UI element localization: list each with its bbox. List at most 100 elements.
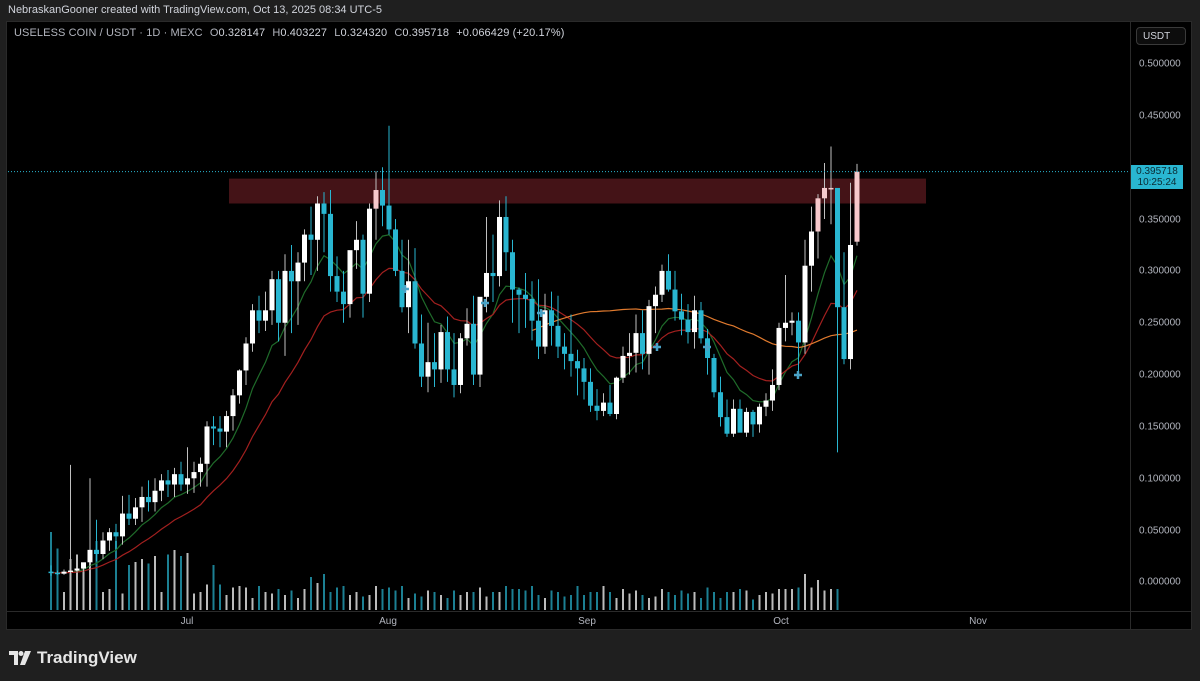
candle-body (302, 234, 307, 263)
candle-body (406, 281, 411, 308)
candle-body (484, 272, 489, 297)
candle-body (672, 289, 678, 312)
volume-bar (459, 595, 462, 610)
volume-bar (596, 592, 598, 610)
candle-body (250, 310, 255, 344)
candle-body (55, 572, 60, 575)
tradingview-logo[interactable]: TradingView (9, 648, 137, 668)
candle-body (230, 395, 236, 417)
symbol-title[interactable]: USELESS COIN / USDT · 1D · MEXC (14, 27, 203, 39)
resistance-zone (229, 178, 926, 204)
volume-bar (394, 590, 397, 610)
volume-bar (206, 584, 208, 610)
candle-body (718, 392, 723, 418)
time-tick: Oct (773, 616, 789, 627)
candle-body (334, 276, 340, 292)
candle-body (269, 279, 275, 311)
volume-bar (56, 548, 59, 610)
candle-body (731, 408, 736, 434)
volume-bar (615, 598, 618, 610)
volume-bar (576, 586, 579, 610)
volume-bar (654, 596, 657, 610)
chart-pane[interactable] (6, 21, 1192, 630)
volume-bar (544, 598, 546, 610)
candle-body (419, 343, 424, 377)
candle-body (659, 270, 665, 295)
volume-bar (784, 589, 787, 610)
candle-body (711, 358, 717, 393)
volume-bar (303, 589, 306, 610)
volume-bar (537, 595, 540, 610)
candle-body (854, 171, 860, 242)
volume-bar (732, 592, 735, 610)
volume-bar (316, 583, 319, 610)
volume-bar (102, 592, 104, 610)
volume-bar (271, 593, 273, 610)
candle-body (282, 270, 288, 323)
candle-body (776, 327, 782, 385)
time-axis-divider (7, 611, 1191, 612)
volume-bar (479, 587, 481, 610)
candle-body (510, 252, 515, 290)
volume-bar (349, 595, 351, 610)
volume-bar (232, 587, 234, 610)
volume-bar (134, 562, 137, 610)
candle-body (341, 291, 346, 305)
candle-body (308, 234, 314, 240)
candle-body (386, 205, 392, 230)
price-tick: 0.200000 (1139, 369, 1181, 381)
volume-bar (167, 554, 169, 610)
volume-bar (310, 577, 312, 610)
volume-bar (830, 589, 832, 610)
open-label: O (209, 27, 219, 39)
candle-body (224, 416, 229, 432)
volume-bar (472, 592, 475, 610)
time-tick: Jul (180, 616, 194, 627)
volume-bar (199, 592, 202, 610)
candle-body (438, 332, 444, 370)
candle-body (315, 203, 320, 240)
volume-bar (797, 587, 800, 610)
volume-bar (115, 541, 117, 610)
candle-body (594, 405, 600, 411)
currency-button[interactable]: USDT (1136, 27, 1186, 45)
candle-body (198, 463, 203, 473)
price-tick: 0.250000 (1139, 317, 1181, 329)
candle-body (74, 568, 80, 571)
open-value: 0.328147 (218, 27, 266, 39)
volume-bar (778, 589, 780, 610)
price-tick: 0.350000 (1139, 214, 1181, 226)
time-tick: Aug (379, 616, 397, 627)
volume-bar (225, 595, 228, 610)
volume-bar (505, 586, 507, 610)
candle-body (100, 540, 106, 555)
candle-body (724, 417, 730, 434)
volume-bar (589, 592, 592, 610)
volume-bar (810, 587, 813, 610)
volume-bar (193, 593, 195, 610)
volume-bar (836, 589, 839, 610)
volume-bar (186, 553, 189, 610)
volume-bar (635, 590, 637, 610)
volume-bar (687, 593, 689, 610)
candle-body (61, 571, 67, 574)
candle-body (256, 310, 262, 321)
candle-body (165, 480, 171, 485)
volume-bar (641, 595, 644, 610)
candle-body (94, 549, 99, 555)
candle-body (243, 343, 249, 371)
price-tick: 0.000000 (1139, 576, 1181, 588)
candle-body (81, 562, 86, 569)
volume-bar (823, 590, 826, 610)
signal-plus-icon (537, 309, 545, 317)
candle-body (412, 281, 418, 344)
high-value: 0.403227 (280, 27, 328, 39)
candle-body (828, 187, 834, 190)
volume-bar (531, 586, 533, 610)
candle-body (607, 402, 613, 415)
volume-bar (570, 595, 572, 610)
volume-bar (661, 589, 663, 610)
candle-body (295, 262, 301, 282)
candle-body (48, 571, 54, 574)
